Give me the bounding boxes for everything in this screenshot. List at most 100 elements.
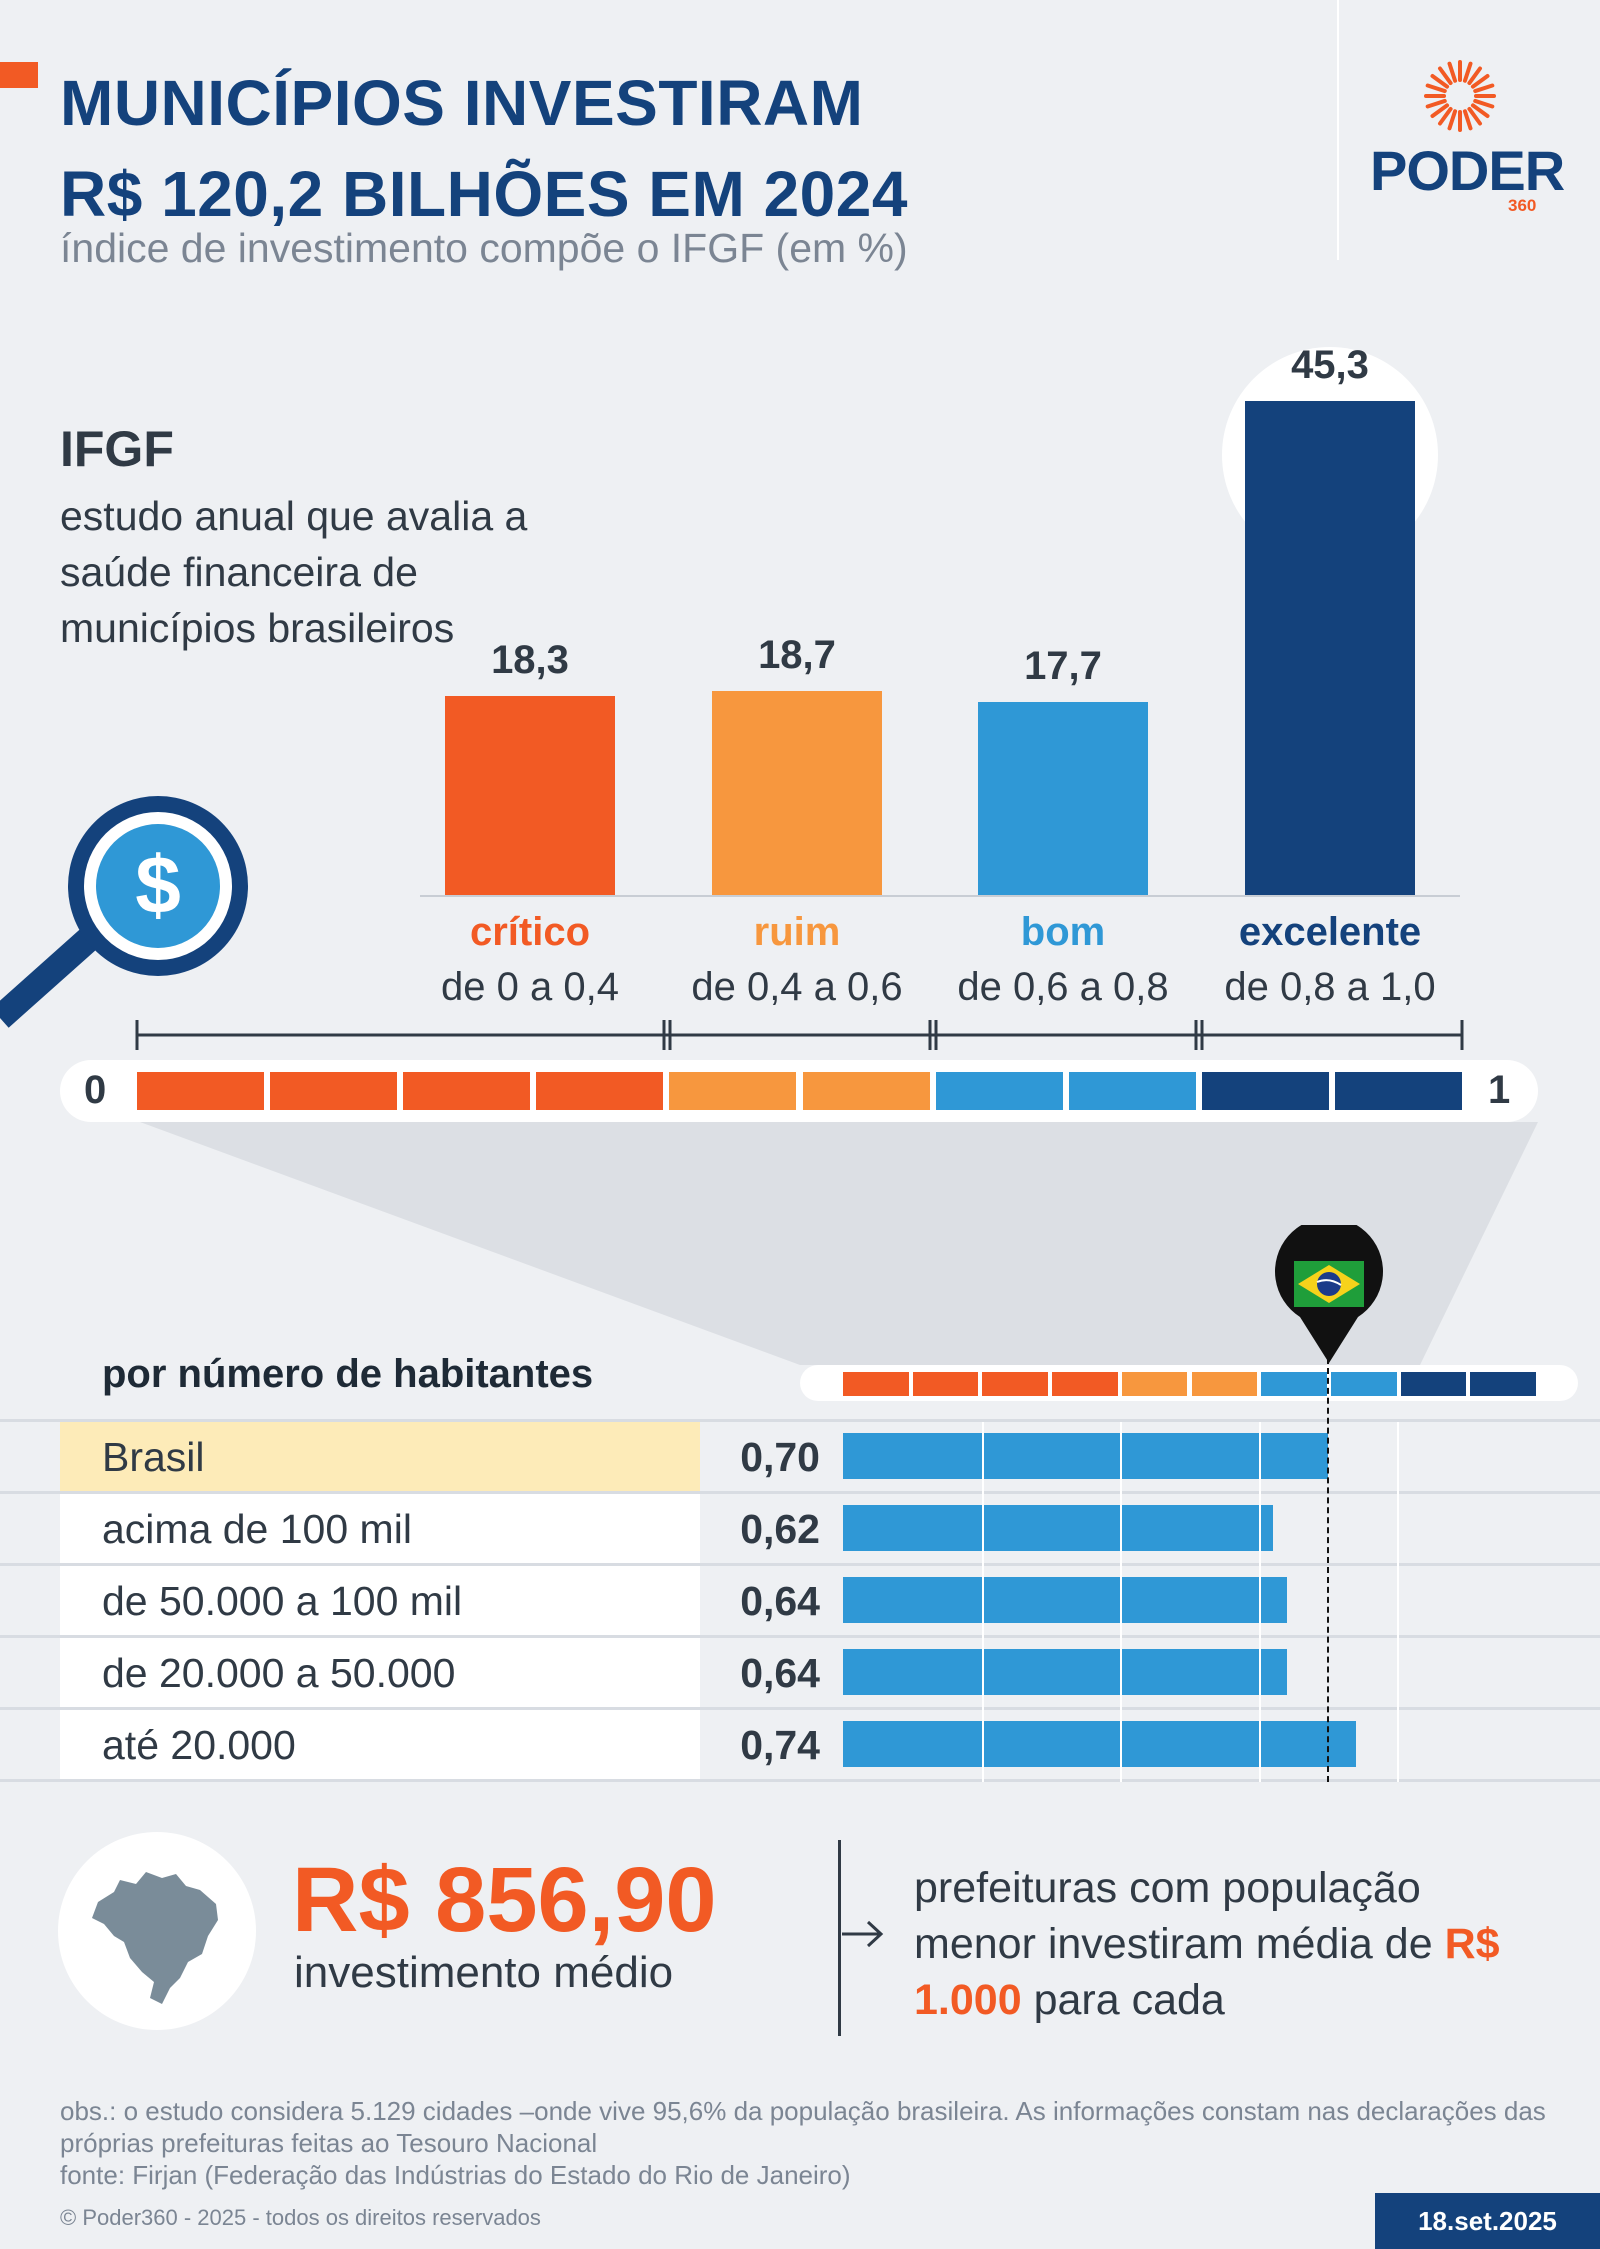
scale-segment <box>802 1072 930 1110</box>
sun-ray <box>1425 83 1447 94</box>
row-separator <box>0 1779 1600 1782</box>
sun-ray <box>1462 61 1473 83</box>
mini-scale-segment <box>1330 1372 1397 1396</box>
footer-obs: obs.: o estudo considera 5.129 cidades –… <box>60 2096 1546 2158</box>
bar-value-label: 17,7 <box>1024 644 1102 689</box>
mini-scale-segment <box>1400 1372 1467 1396</box>
summary-note: prefeituras com população menor investir… <box>914 1860 1554 2028</box>
magnifier-dollar-icon: $ <box>0 796 248 1028</box>
brasil-marker-line <box>1327 1358 1330 1782</box>
ifgf-description: estudo anual que avalia a saúde financei… <box>60 493 528 651</box>
row-value: 0,74 <box>740 1722 820 1768</box>
row-label: de 50.000 a 100 mil <box>102 1578 463 1624</box>
brazil-map-badge <box>58 1832 256 2030</box>
title-accent-bar <box>0 62 38 88</box>
category-label: ruim <box>753 910 841 954</box>
hbar <box>843 1577 1287 1623</box>
chart-baseline <box>420 895 1460 897</box>
table-row <box>60 1710 700 1779</box>
publish-date: 18.set.2025 <box>1375 2193 1600 2249</box>
row-label: Brasil <box>102 1434 205 1480</box>
scale-segment <box>1201 1072 1329 1110</box>
row-separator <box>0 1635 1600 1638</box>
copyright: © Poder360 - 2025 - todos os direitos re… <box>60 2205 541 2230</box>
sun-ray <box>1447 109 1458 131</box>
sun-ray <box>1462 109 1473 131</box>
svg-text:$: $ <box>135 840 181 931</box>
mini-scale-segment <box>1191 1372 1258 1396</box>
row-label: de 20.000 a 50.000 <box>102 1650 456 1696</box>
table-row <box>60 1566 700 1635</box>
row-value: 0,64 <box>740 1650 820 1696</box>
sun-ray <box>1430 103 1450 118</box>
arrow-right-icon <box>842 1920 884 1948</box>
scale-min-label: 0 <box>84 1068 107 1112</box>
note-highlight: R$ 1.000 <box>914 1920 1500 2024</box>
brazil-pin-marker <box>1275 1225 1383 1363</box>
scale-segment <box>270 1072 398 1110</box>
mini-scale-segment <box>1261 1372 1327 1396</box>
note-text: prefeituras com população menor investir… <box>914 1864 1433 1968</box>
title-line-2: R$ 120,2 BILHÕES EM 2024 <box>60 158 908 230</box>
sun-ray <box>1447 61 1458 83</box>
note-text-end: para cada <box>1033 1976 1225 2024</box>
row-value: 0,70 <box>740 1434 820 1480</box>
scale-segment <box>403 1072 531 1110</box>
scale-segment <box>536 1072 664 1110</box>
hbar <box>843 1433 1329 1479</box>
table-row <box>60 1422 700 1491</box>
scale-segment <box>1068 1072 1196 1110</box>
bar-ruim <box>712 691 882 895</box>
sun-ray <box>1425 98 1447 109</box>
title-line-1: MUNICÍPIOS INVESTIRAM <box>60 67 864 139</box>
sun-ray <box>1467 66 1482 86</box>
row-separator <box>0 1707 1600 1710</box>
bar-crítico <box>445 695 615 895</box>
page-subtitle: índice de investimento compõe o IFGF (em… <box>60 225 908 271</box>
category-label: excelente <box>1238 910 1422 954</box>
footer-source: fonte: Firjan (Federação das Indústrias … <box>60 2160 851 2190</box>
mini-scale-segment <box>1052 1372 1118 1396</box>
sun-logo-icon <box>1424 60 1496 132</box>
mini-scale-segment <box>1121 1372 1188 1396</box>
table-row <box>60 1494 700 1563</box>
footer-notes: obs.: o estudo considera 5.129 cidades –… <box>60 2095 1560 2191</box>
average-investment-value: R$ 856,90 <box>292 1849 717 1951</box>
hbar <box>843 1505 1273 1551</box>
sun-ray <box>1473 83 1495 94</box>
table-row <box>60 1638 700 1707</box>
gridline <box>981 1422 984 1782</box>
range-bracket <box>135 1020 1464 1050</box>
habitantes-title: por número de habitantes <box>102 1352 594 1396</box>
brazil-map-icon <box>92 1872 218 2004</box>
scale-segment <box>669 1072 797 1110</box>
logo-number: 360 <box>1508 196 1537 215</box>
row-label: até 20.000 <box>102 1722 296 1768</box>
bar-excelente <box>1245 401 1415 895</box>
row-separator <box>0 1491 1600 1494</box>
gridline <box>1397 1422 1400 1782</box>
bar-value-label: 45,3 <box>1291 343 1369 388</box>
category-label: bom <box>1020 910 1106 954</box>
bar-bom <box>978 702 1148 895</box>
range-label: de 0,8 a 1,0 <box>1224 965 1436 1009</box>
bar-value-label: 18,3 <box>491 637 569 682</box>
hbar <box>843 1721 1356 1767</box>
sun-ray <box>1430 74 1450 89</box>
mini-scale-segment <box>912 1372 979 1396</box>
sun-ray <box>1438 106 1453 126</box>
sun-ray <box>1438 66 1453 86</box>
mini-scale-segment <box>843 1372 909 1396</box>
gridline <box>1258 1422 1261 1782</box>
mini-scale-segment <box>982 1372 1049 1396</box>
average-investment-label: investimento médio <box>294 1948 674 1997</box>
range-label: de 0,4 a 0,6 <box>691 965 903 1009</box>
scale-max-label: 1 <box>1488 1068 1511 1112</box>
scale-segment <box>935 1072 1063 1110</box>
hbar <box>843 1649 1287 1695</box>
range-label: de 0,6 a 0,8 <box>957 965 1169 1009</box>
row-separator <box>0 1419 1600 1422</box>
sun-ray <box>1467 106 1482 126</box>
scale-segment <box>1334 1072 1462 1110</box>
row-value: 0,62 <box>740 1506 820 1552</box>
